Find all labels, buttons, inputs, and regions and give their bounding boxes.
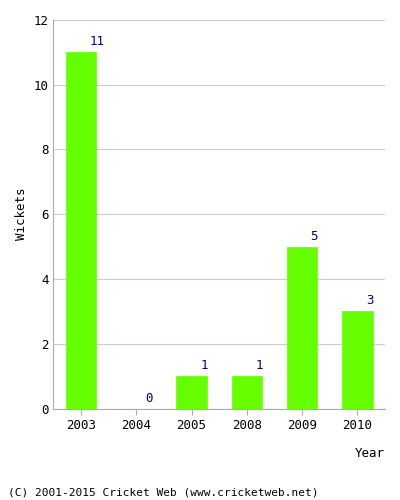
Text: Year: Year <box>355 448 385 460</box>
Text: 3: 3 <box>366 294 373 308</box>
Text: 1: 1 <box>255 359 263 372</box>
Bar <box>287 246 317 408</box>
Text: 5: 5 <box>311 230 318 242</box>
Bar <box>66 52 96 408</box>
Bar <box>176 376 207 408</box>
Y-axis label: Wickets: Wickets <box>15 188 28 240</box>
Bar <box>232 376 262 408</box>
Bar <box>342 312 372 408</box>
Text: 11: 11 <box>90 36 104 49</box>
Text: (C) 2001-2015 Cricket Web (www.cricketweb.net): (C) 2001-2015 Cricket Web (www.cricketwe… <box>8 488 318 498</box>
Text: 0: 0 <box>145 392 152 404</box>
Text: 1: 1 <box>200 359 208 372</box>
